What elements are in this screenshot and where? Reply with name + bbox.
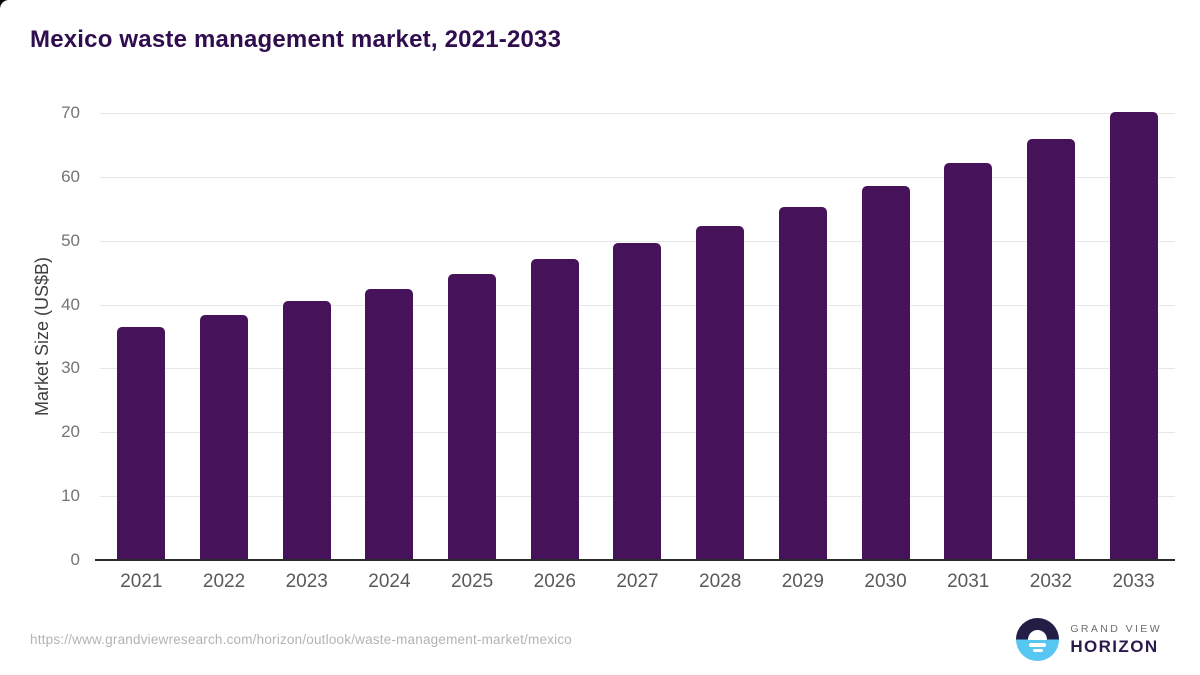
x-tick-label-2025: 2025 [450,571,494,592]
bar-2026 [530,259,579,560]
bars-container [100,111,1175,560]
bar-slot-2021 [100,113,183,560]
y-tick-label-0: 0 [70,550,80,569]
x-axis-tick-labels: 2021 2022 2023 2024 2025 2026 2027 2028 2029 2030… [100,571,1175,593]
bar-2029 [778,206,827,560]
x-axis-line [95,559,1175,561]
bar-slot-2026 [513,113,596,560]
gridline-60 [100,176,1175,178]
y-tick-label-20: 20 [61,422,80,442]
y-tick-label-70: 70 [61,103,80,122]
gridline-50 [100,240,1175,242]
logo-text: GRAND VIEW HORIZON [1070,623,1162,657]
rounded-corner-artifact [0,0,9,9]
bar-slot-2031 [927,113,1010,560]
bar-slot-2025 [431,113,514,560]
bar-slot-2028 [679,113,762,560]
bar-2028 [696,226,745,560]
source-url-text: https://www.grandviewresearch.com/horizo… [30,632,572,647]
y-tick-label-50: 50 [61,230,80,250]
bar-2021 [117,326,166,560]
bar-2024 [365,288,414,560]
bar-2033 [1109,111,1158,560]
bar-slot-2027 [596,113,679,560]
bar-slot-2029 [762,113,845,560]
chart-title: Mexico waste management market, 2021-203… [30,26,562,53]
y-tick-label-10: 10 [61,486,80,506]
bar-slot-2022 [183,113,266,560]
plot-area [100,111,1175,560]
bar-slot-2023 [265,113,348,560]
bar-2023 [282,301,331,560]
bar-slot-2033 [1092,111,1175,560]
y-tick-label-30: 30 [61,358,80,378]
bar-slot-2024 [348,113,431,560]
y-axis-tick-labels: 0 10 20 30 40 50 60 70 [40,103,90,569]
bar-2022 [200,314,249,560]
x-tick-label-2023: 2023 [285,571,328,592]
logo-brand-bottom: HORIZON [1070,636,1159,656]
bar-slot-2032 [1010,113,1093,560]
x-tick-label-2022: 2022 [202,571,246,592]
horizon-line-icon [1029,643,1047,647]
y-tick-label-60: 60 [61,166,80,186]
bar-2027 [613,243,662,560]
x-tick-label-2028: 2028 [699,571,742,592]
x-tick-label-2029: 2029 [781,571,824,592]
y-tick-label-40: 40 [61,294,80,314]
bar-2031 [944,163,993,560]
x-tick-label-2027: 2027 [616,571,659,592]
bar-2030 [861,186,910,560]
x-tick-label-2033: 2033 [1112,571,1155,592]
sunrise-horizon-icon [1016,618,1060,661]
x-tick-label-2026: 2026 [533,571,576,592]
gridline-70 [100,113,1175,114]
x-tick-label-2021: 2021 [120,571,163,592]
bar-slot-2030 [844,113,927,560]
bar-2032 [1026,138,1075,560]
logo-brand-top: GRAND VIEW [1070,622,1162,635]
x-tick-label-2031: 2031 [947,571,990,592]
horizon-line-icon [1032,649,1043,652]
x-tick-label-2032: 2032 [1029,571,1073,592]
grand-view-horizon-logo: GRAND VIEW HORIZON [1016,618,1162,661]
bar-2025 [448,273,497,560]
sun-icon [1028,630,1048,640]
x-tick-label-2024: 2024 [368,571,411,592]
x-tick-label-2030: 2030 [864,571,907,592]
